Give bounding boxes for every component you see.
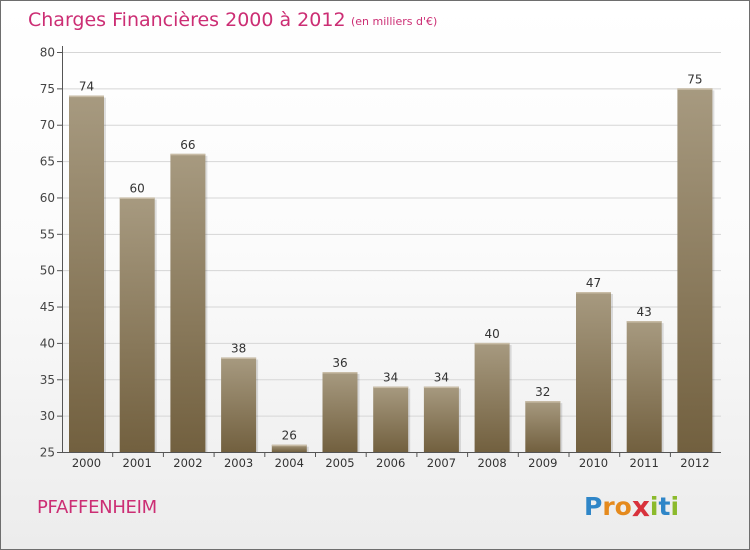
logo-letter: i [649,492,659,521]
bar-value-label: 34 [434,371,449,385]
bar [525,401,561,452]
y-tick-label: 75 [40,82,55,96]
x-tick-label: 2003 [224,456,253,470]
bar-value-label: 60 [130,181,145,195]
bar [474,342,510,452]
x-tick-label: 2006 [376,456,405,470]
bar [322,372,358,452]
bar-top-highlight [423,386,459,389]
x-tick-label: 2011 [630,456,659,470]
bar-top-highlight [271,444,307,447]
bar-top-highlight [474,342,510,345]
y-tick-label: 25 [40,446,55,460]
bar-top-highlight [170,153,206,156]
x-tick-label: 2001 [123,456,152,470]
bar-value-label: 34 [383,371,398,385]
bar-value-label: 43 [637,305,652,319]
bar [576,292,611,452]
bar-value-label: 38 [231,341,246,355]
y-tick-label: 50 [40,264,55,278]
bar-top-highlight [525,401,561,403]
bar [69,95,104,453]
bar-top-highlight [322,372,358,374]
bar-top-highlight [576,292,611,294]
chart-subtitle: (en milliers d'€) [351,15,438,28]
bar-top-highlight [373,386,409,389]
bar-value-label: 47 [586,276,601,290]
axis-layer: 25 30 35 40 45 50 55 60 65 70 75 80 [40,46,721,460]
bar [373,386,409,452]
logo-letter: r [602,492,615,521]
y-tick-label: 80 [40,46,55,60]
bar-value-label: 36 [332,356,347,370]
y-tick-label: 30 [40,409,55,423]
logo-letter: t [658,492,671,521]
bar-top-highlight [221,357,257,359]
label-layer: 74 2000 60 2001 66 2002 38 2003 26 2004 36 2005 34 20… [72,72,710,470]
commune-name: PFAFFENHEIM [37,497,157,518]
bar [119,197,155,452]
x-tick-label: 2002 [173,456,202,470]
x-tick-label: 2008 [477,456,506,470]
y-tick-label: 60 [40,191,55,205]
y-tick-label: 35 [40,373,55,387]
y-tick-label: 65 [40,155,55,169]
y-tick-label: 70 [40,118,55,132]
logo-letter: o [614,492,632,521]
bar-top-highlight [119,197,155,199]
grid-layer [62,52,721,417]
y-tick-label: 45 [40,300,55,314]
x-tick-label: 2010 [579,456,608,470]
bar [626,321,662,452]
y-tick-label: 55 [40,227,55,241]
logo-letter: x [631,490,650,523]
bar [677,88,713,452]
bar-layer [69,88,715,453]
bar [271,444,307,452]
logo-letter: i [670,492,680,521]
bar-top-highlight [677,88,713,90]
bar-value-label: 32 [535,385,550,399]
bar [170,153,206,452]
x-tick-label: 2005 [325,456,354,470]
bar-value-label: 26 [282,429,297,443]
y-tick-label: 40 [40,336,55,350]
x-tick-label: 2004 [275,456,304,470]
bar-value-label: 74 [79,80,94,94]
chart-title: Charges Financières 2000 à 2012 [28,9,346,31]
logo-letter: P [584,492,603,521]
x-tick-label: 2000 [72,456,101,470]
x-tick-label: 2009 [528,456,557,470]
bar [221,357,257,452]
bar-top-highlight [69,95,104,98]
proxiti-logo: Proxiti [584,489,680,523]
bar-value-label: 66 [180,138,195,152]
x-tick-label: 2007 [427,456,456,470]
bar [423,386,459,452]
x-tick-label: 2012 [680,456,709,470]
bar-value-label: 75 [687,72,702,86]
bar-value-label: 40 [484,327,499,341]
bar-top-highlight [626,321,662,323]
